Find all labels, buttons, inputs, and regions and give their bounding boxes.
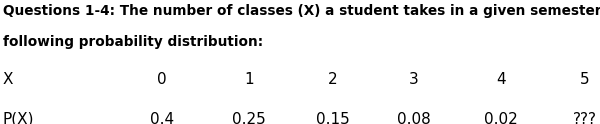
Text: 0.25: 0.25: [232, 112, 266, 124]
Text: Questions 1-4: The number of classes (X) a student takes in a given semester fol: Questions 1-4: The number of classes (X)…: [3, 4, 600, 18]
Text: 3: 3: [409, 72, 419, 87]
Text: ???: ???: [573, 112, 597, 124]
Text: 4: 4: [496, 72, 506, 87]
Text: X: X: [3, 72, 14, 87]
Text: 5: 5: [580, 72, 590, 87]
Text: 0.15: 0.15: [316, 112, 350, 124]
Text: 1: 1: [244, 72, 254, 87]
Text: following probability distribution:: following probability distribution:: [3, 35, 263, 49]
Text: 0.4: 0.4: [150, 112, 174, 124]
Text: 0.08: 0.08: [397, 112, 431, 124]
Text: 0: 0: [157, 72, 167, 87]
Text: 0.02: 0.02: [484, 112, 518, 124]
Text: P(X): P(X): [3, 112, 35, 124]
Text: 2: 2: [328, 72, 338, 87]
